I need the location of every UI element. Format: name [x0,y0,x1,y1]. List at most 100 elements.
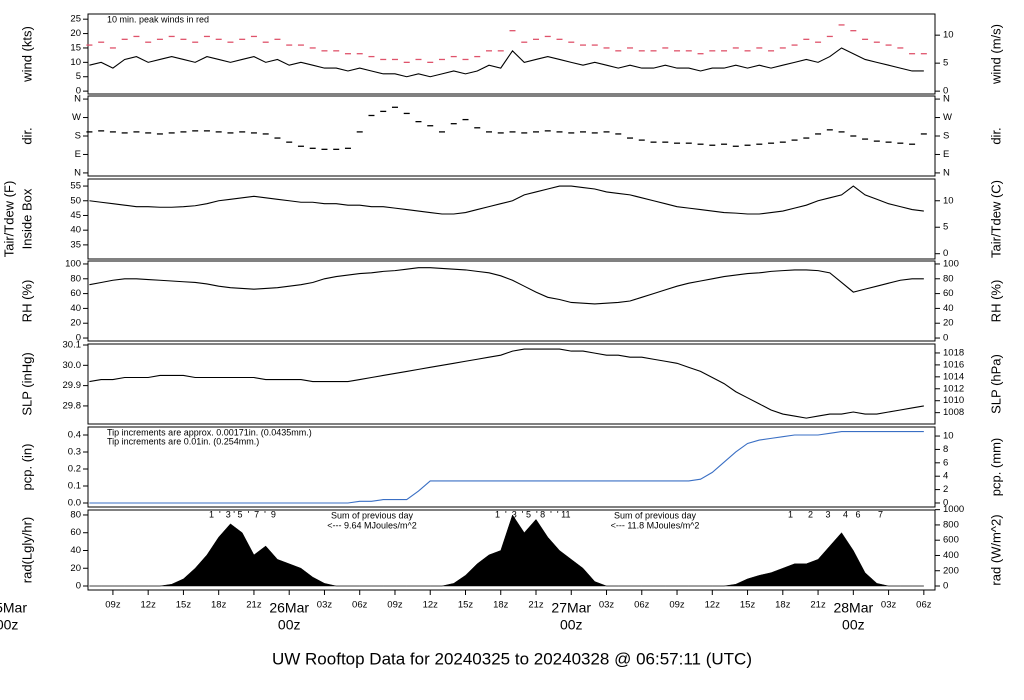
y2-tick-label: 1010 [943,395,964,406]
y-tick-label: 0 [76,581,81,592]
y-tick-label: 20 [70,28,81,39]
y-axis-label: pcp. (in) [19,444,34,491]
y-tick-label: N [74,167,81,178]
y2-tick-label: 0 [943,86,948,97]
y-tick-label: 0.1 [68,481,81,492]
y2-axis-label: dir. [988,127,1003,144]
y-tick-label: 100 [65,258,81,269]
y-tick-label: N [74,94,81,105]
x-tick-label: 18z [211,600,227,611]
y-axis-label: SLP (inHg) [19,352,34,415]
y2-tick-label: 2 [943,484,948,495]
x-tick-label: 12z [705,600,721,611]
y-tick-label: 15 [70,42,81,53]
y-tick-label: 30.1 [63,340,82,351]
y-tick-label: 60 [70,288,81,299]
y-axis-sublabel: Inside Box [19,188,34,249]
y-tick-label: 29.8 [63,400,82,411]
day-tick-hour: 00z [560,617,583,633]
y-tick-label: 40 [70,303,81,314]
y-axis-label: Tair/Tdew (F) [1,181,16,258]
x-tick-label: 15z [458,600,474,611]
y2-tick-label: 800 [943,519,959,530]
y-tick-label: 50 [70,195,81,206]
y2-tick-label: 0 [943,581,948,592]
x-tick-label: 18z [775,600,791,611]
panel-frame [87,178,936,260]
day-tick-label: 28Mar [833,600,873,616]
y-tick-label: 0.3 [68,447,81,458]
y2-axis-label: RH (%) [988,280,1003,323]
y-tick-label: 0 [76,86,81,97]
y2-tick-label: 8 [943,444,948,455]
y-tick-label: 60 [70,527,81,538]
x-tick-label: 12z [423,600,439,611]
x-tick-label: 03z [881,600,897,611]
y-tick-label: 0.0 [68,498,81,509]
series-line [89,47,924,78]
y2-tick-label: 40 [943,303,954,314]
y-tick-label: W [72,112,81,123]
series-area [89,514,925,587]
x-tick-label: 06z [916,600,932,611]
hour-marks: 1 2 3 4 6 7 [788,509,883,519]
series-line [89,267,924,305]
y2-tick-label: 1012 [943,383,964,394]
y2-tick-label: 5 [943,222,948,233]
y2-tick-label: 0 [943,497,948,508]
y2-tick-label: 80 [943,273,954,284]
y2-tick-label: 1000 [943,504,964,515]
x-tick-label: 15z [176,600,192,611]
y-axis-label: RH (%) [19,280,34,323]
day-tick-label: 27Mar [551,600,591,616]
y-tick-label: 10 [70,57,81,68]
x-tick-label: 12z [141,600,157,611]
y2-tick-label: E [943,149,949,160]
series-line [89,348,924,419]
y2-tick-label: N [943,94,950,105]
day-tick-hour: 00z [0,617,18,633]
day-tick-hour: 00z [842,617,865,633]
hour-marks: 1 ' 3 ' 5 ' 8 ' ' 11 [495,509,570,519]
y2-tick-label: 600 [943,535,959,546]
y-tick-label: 20 [70,563,81,574]
y-tick-label: 35 [70,239,81,250]
panel-frame [87,343,936,425]
y2-axis-label: wind (m/s) [988,24,1003,85]
y2-tick-label: 0 [943,248,948,259]
y-tick-label: 55 [70,181,81,192]
y-tick-label: E [75,149,81,160]
y2-tick-label: 0 [943,333,948,344]
x-tick-label: 15z [740,600,756,611]
series-line [89,431,924,504]
x-tick-label: 21z [810,600,826,611]
y2-tick-label: 1016 [943,359,964,370]
y-tick-label: 30.0 [63,360,82,371]
x-tick-label: 18z [493,600,509,611]
y-tick-label: 40 [70,545,81,556]
y2-axis-label: Tair/Tdew (C) [988,180,1003,258]
y2-tick-label: 60 [943,288,954,299]
day-tick-label: 25Mar [0,600,27,616]
day-tick-label: 26Mar [269,600,309,616]
annotation: Sum of previous day [614,510,697,520]
y-tick-label: 40 [70,225,81,236]
y2-tick-label: W [943,112,952,123]
y-axis-label: rad(Lgly/hr) [19,517,34,583]
panel-frame [87,13,936,95]
y-tick-label: S [75,131,81,142]
y2-tick-label: 400 [943,550,959,561]
x-tick-label: 09z [387,600,403,611]
annotation: Tip increments are approx. 0.00171in. (0… [107,427,312,437]
hour-marks: 1 ' 3 ' 5 ' 7 ' 9 [209,509,276,519]
y2-tick-label: 20 [943,318,954,329]
y2-tick-label: 10 [943,195,954,206]
y2-axis-label: pcp. (mm) [988,438,1003,497]
x-tick-label: 03z [317,600,333,611]
y-tick-label: 20 [70,318,81,329]
annotation: <--- 11.8 MJoules/m^2 [611,520,700,530]
y2-axis-label: rad (W/m^2) [988,514,1003,585]
y-tick-label: 29.9 [63,380,82,391]
chart-title: UW Rooftop Data for 20240325 to 20240328… [272,649,752,668]
